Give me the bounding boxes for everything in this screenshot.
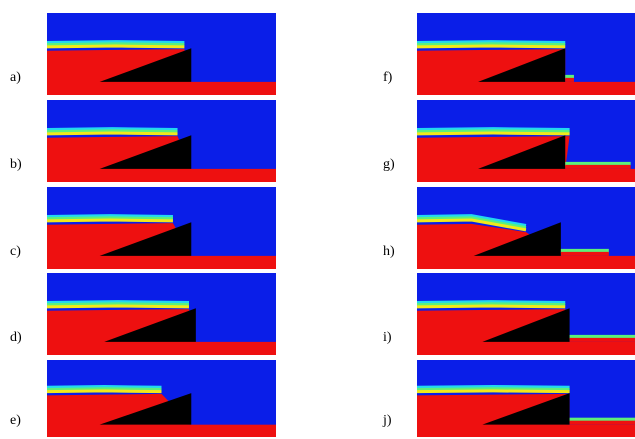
panel-label: a)	[10, 70, 21, 85]
panel	[46, 100, 276, 182]
front-band	[416, 214, 527, 227]
front-band	[416, 218, 527, 232]
front-band	[416, 300, 566, 304]
front-band	[46, 387, 162, 391]
front-band	[46, 218, 173, 223]
front-band	[416, 389, 570, 394]
panel	[46, 360, 276, 437]
front-band	[416, 387, 570, 391]
panel	[416, 187, 635, 269]
floor	[47, 81, 276, 95]
floor	[417, 81, 635, 95]
panel	[46, 13, 276, 95]
floor	[47, 168, 276, 182]
front-band	[46, 304, 189, 309]
front-band	[46, 129, 178, 134]
wedge	[482, 393, 570, 425]
floor	[417, 255, 635, 269]
front-band	[46, 385, 162, 389]
floor	[47, 255, 276, 269]
panel-label: f)	[383, 70, 393, 85]
spill-band	[560, 248, 609, 253]
front-band	[46, 216, 173, 221]
front-band	[46, 44, 185, 49]
front-band	[46, 131, 178, 136]
spill-band	[565, 161, 631, 166]
panel-label: h)	[383, 244, 395, 259]
panel-label: j)	[382, 413, 392, 428]
panel-label: e)	[10, 413, 21, 428]
front-band	[46, 214, 173, 218]
spill	[560, 251, 609, 256]
front-band	[46, 302, 189, 307]
wedge	[473, 222, 561, 256]
wedge	[482, 308, 570, 342]
floor	[417, 341, 635, 355]
front-band	[416, 304, 566, 309]
front-band	[416, 44, 566, 49]
panel-label: i)	[383, 330, 392, 345]
spill-band	[569, 417, 635, 422]
spill	[569, 337, 635, 342]
front-band	[46, 42, 185, 47]
floor	[47, 424, 276, 437]
front-band	[416, 42, 566, 47]
panel-label: b)	[10, 157, 22, 172]
panel-label: c)	[10, 244, 21, 259]
panel	[416, 100, 635, 182]
floor	[417, 424, 635, 437]
panel	[46, 187, 276, 269]
spill	[565, 77, 574, 82]
wedge	[104, 308, 196, 342]
spill-band	[565, 74, 574, 79]
front-band	[416, 216, 527, 230]
front-band	[416, 131, 570, 136]
spill-band	[569, 334, 635, 339]
front-band	[46, 127, 178, 131]
spill	[569, 420, 635, 425]
floor	[417, 168, 635, 182]
front-band	[416, 302, 566, 307]
spill	[565, 164, 631, 169]
wedge	[99, 393, 192, 425]
panel-label: g)	[383, 157, 395, 172]
front-band	[416, 129, 570, 134]
floor	[47, 341, 276, 355]
front-band	[46, 300, 189, 304]
front-band	[416, 40, 566, 44]
panel	[416, 360, 635, 437]
panel-label: d)	[10, 330, 22, 345]
front-band	[46, 389, 162, 394]
front-band	[46, 40, 185, 44]
front-band	[416, 127, 570, 131]
panel	[416, 273, 635, 355]
panel	[46, 273, 276, 355]
front-band	[416, 385, 570, 389]
panel	[416, 13, 635, 95]
wedge	[478, 135, 566, 169]
